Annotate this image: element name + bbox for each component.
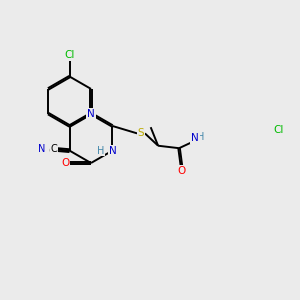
Text: H: H [196, 132, 204, 142]
Text: N: N [191, 133, 199, 143]
Text: O: O [61, 158, 70, 168]
Text: S: S [138, 128, 144, 138]
Text: N: N [109, 146, 116, 156]
Text: H: H [97, 146, 104, 156]
Text: C: C [50, 144, 57, 154]
Text: N: N [38, 144, 46, 154]
Text: N: N [87, 109, 95, 118]
Text: Cl: Cl [64, 50, 75, 60]
Text: O: O [177, 166, 186, 176]
Text: Cl: Cl [274, 125, 284, 135]
